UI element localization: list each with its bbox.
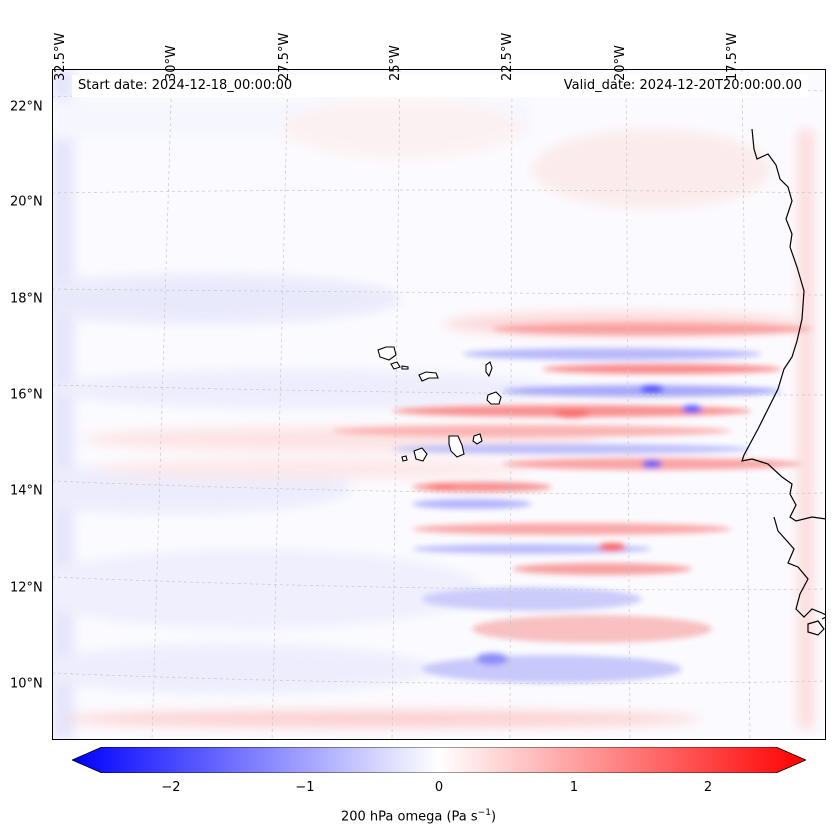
colorbar xyxy=(72,747,806,773)
lat-label-16n: 16°N xyxy=(10,387,43,403)
island-sao-nicolau xyxy=(418,371,439,382)
map-panel xyxy=(52,69,826,740)
valid-date-label: Valid_date: 2024-12-20T20:00:00.00 xyxy=(561,78,804,93)
map-border xyxy=(52,69,826,740)
lon-label-32-5w: 32.5°W xyxy=(53,32,68,81)
colorbar-tick-neg1: −1 xyxy=(295,780,315,795)
lon-label-20w: 20°W xyxy=(613,45,628,81)
lon-label-22-5w: 22.5°W xyxy=(500,32,515,81)
island-brava xyxy=(401,455,408,462)
coastline xyxy=(741,128,826,636)
lon-label-30w: 30°W xyxy=(164,45,179,81)
island-fogo xyxy=(413,447,428,462)
island-sal xyxy=(485,361,493,378)
start-date-label: Start date: 2024-12-18_00:00:00 xyxy=(76,78,295,93)
lon-label-27-5w: 27.5°W xyxy=(277,32,292,81)
lat-label-10n: 10°N xyxy=(10,676,43,692)
lon-label-25w: 25°W xyxy=(388,45,403,81)
island-sao-vicente xyxy=(390,361,401,370)
lat-label-18n: 18°N xyxy=(10,291,43,307)
colorbar-units-close: ) xyxy=(490,809,497,825)
island-santo-antao xyxy=(377,346,397,361)
island-santa-luzia xyxy=(401,365,409,370)
lat-label-20n: 20°N xyxy=(10,194,43,210)
island-boa-vista xyxy=(486,391,502,405)
lon-label-17-5w: 17.5°W xyxy=(725,32,740,81)
lat-label-12n: 12°N xyxy=(10,580,43,596)
colorbar-gradient xyxy=(72,747,806,773)
colorbar-units: (Pa s xyxy=(446,809,478,825)
colorbar-tick-neg2: −2 xyxy=(161,780,181,795)
colorbar-tick-1: 1 xyxy=(569,780,579,795)
colorbar-tick-0: 0 xyxy=(434,780,444,795)
island-santiago xyxy=(448,435,465,458)
lat-label-22n: 22°N xyxy=(10,99,43,115)
cape-verde-islands xyxy=(377,346,502,462)
colorbar-units-exponent: −1 xyxy=(477,808,491,818)
omega-field-bands xyxy=(332,323,812,683)
colorbar-variable: 200 hPa omega xyxy=(340,809,443,825)
island-maio xyxy=(472,433,483,445)
colorbar-label: 200 hPa omega (Pa s−1) xyxy=(0,808,837,824)
lat-label-14n: 14°N xyxy=(10,483,43,499)
colorbar-tick-2: 2 xyxy=(703,780,713,795)
